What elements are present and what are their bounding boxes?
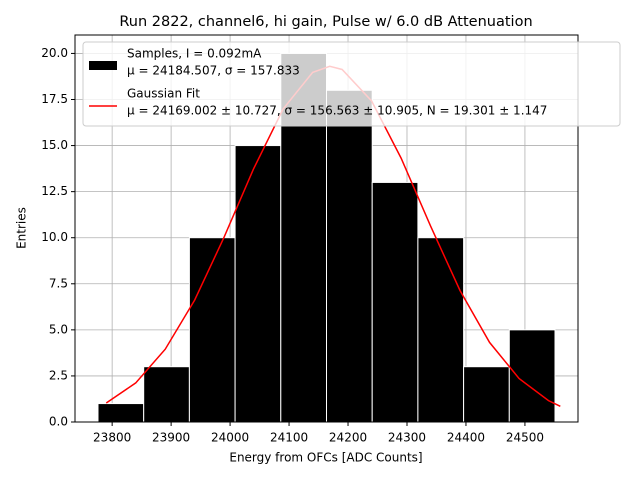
- x-axis-label: Energy from OFCs [ADC Counts]: [229, 451, 422, 465]
- histogram-bar: [143, 366, 190, 423]
- histogram-bar: [234, 145, 282, 423]
- histogram-bar: [417, 237, 465, 423]
- legend-detail: μ = 24184.507, σ = 157.833: [127, 64, 300, 78]
- y-axis-label: Entries: [15, 207, 29, 249]
- x-tick-label: 24400: [447, 431, 485, 445]
- y-tick-label: 10.0: [41, 230, 68, 244]
- axes: 23800 23900 24000 24100 24200 24300 24400 24500…: [41, 46, 544, 445]
- legend-label: Gaussian Fit: [127, 87, 200, 101]
- x-tick-label: 24100: [270, 431, 308, 445]
- legend: Samples, I = 0.092mA μ = 24184.507, σ = 1…: [82, 41, 621, 127]
- histogram-bar: [188, 237, 236, 423]
- legend-swatch: [89, 61, 117, 70]
- y-tick-label: 20.0: [41, 46, 68, 60]
- y-tick-label: 17.5: [41, 92, 68, 106]
- plot-marks: [97, 52, 561, 423]
- x-tick-label: 24500: [506, 431, 544, 445]
- histogram-bar: [326, 89, 373, 423]
- legend-detail: μ = 24169.002 ± 10.727, σ = 156.563 ± 10…: [127, 104, 547, 118]
- legend-label: Samples, I = 0.092mA: [127, 47, 262, 61]
- x-tick-label: 23900: [152, 431, 190, 445]
- x-tick-label: 24200: [329, 431, 367, 445]
- legend-box: [82, 41, 621, 127]
- y-tick-label: 2.5: [49, 368, 68, 382]
- histogram-bar: [371, 181, 419, 423]
- chart-title: Run 2822, channel6, hi gain, Pulse w/ 6.…: [119, 14, 532, 30]
- y-tick-label: 0.0: [49, 415, 68, 429]
- x-tick-label: 24300: [388, 431, 426, 445]
- y-tick-label: 7.5: [49, 276, 68, 290]
- x-tick-label: 24000: [211, 431, 249, 445]
- x-tick-label: 23800: [93, 431, 131, 445]
- histogram-bar: [463, 366, 510, 423]
- y-tick-label: 5.0: [49, 322, 68, 336]
- histogram-bar: [97, 403, 145, 423]
- axes-frame: [74, 34, 579, 423]
- y-tick-label: 15.0: [41, 138, 68, 152]
- y-tick-label: 12.5: [41, 184, 68, 198]
